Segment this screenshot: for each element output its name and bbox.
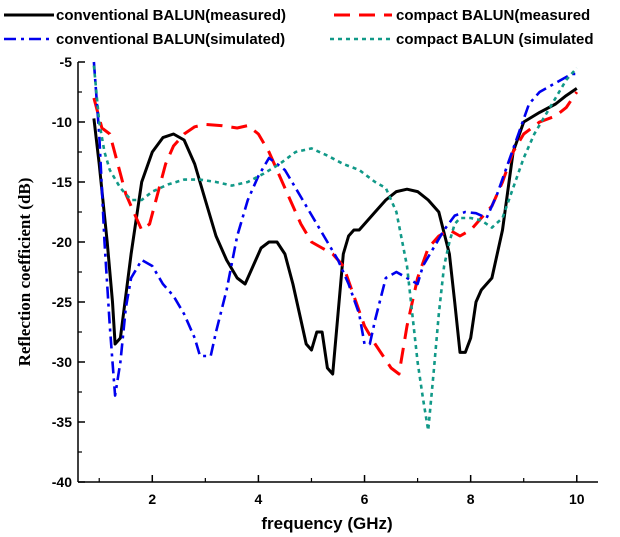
series-lines <box>92 61 579 432</box>
x-axis-label: frequency (GHz) <box>261 514 392 533</box>
legend-label-1: conventional BALUN(measured) <box>56 7 286 24</box>
legend: conventional BALUN(measured) compact BALU… <box>4 7 594 48</box>
series-line-3 <box>92 61 577 397</box>
y-tick-label: -10 <box>52 114 72 130</box>
y-tick-label: -25 <box>52 294 72 310</box>
series-line-2 <box>92 91 579 376</box>
x-tick-label: 2 <box>148 491 156 507</box>
x-tick-label: 8 <box>467 491 475 507</box>
y-tick-label: -30 <box>52 354 72 370</box>
series-line-4 <box>92 65 578 432</box>
x-tick-label: 10 <box>569 491 585 507</box>
axes <box>77 61 598 483</box>
legend-label-4: compact BALUN (simulated <box>396 31 594 48</box>
y-tick-label: -35 <box>52 414 72 430</box>
legend-label-3: conventional BALUN(simulated) <box>56 31 285 48</box>
tick-labels: -5 -10 -15 -20 -25 -30 -35 -40 2 4 6 8 10 <box>52 54 585 507</box>
y-tick-label: -20 <box>52 234 72 250</box>
y-tick-label: -40 <box>52 474 72 490</box>
y-tick-label: -15 <box>52 174 72 190</box>
y-tick-label: -5 <box>60 54 73 70</box>
legend-label-2: compact BALUN(measured <box>396 7 590 24</box>
x-tick-label: 6 <box>361 491 369 507</box>
series-line-1 <box>92 87 578 376</box>
x-tick-label: 4 <box>255 491 263 507</box>
y-axis-label: Reflection coefficient (dB) <box>15 178 34 367</box>
